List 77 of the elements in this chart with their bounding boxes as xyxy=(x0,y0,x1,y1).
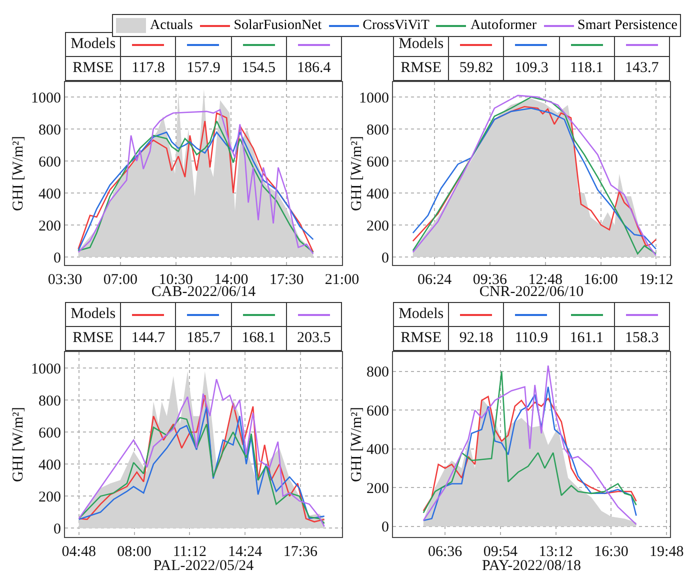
x-axis-title: PAL-2022/05/24 xyxy=(153,558,254,574)
y-tick-label: 400 xyxy=(38,186,61,202)
text: 203.5 xyxy=(286,326,342,350)
x-tick-label: 06:24 xyxy=(417,272,452,288)
x-tick-label: 09:54 xyxy=(483,544,518,560)
x-tick-label: 21:00 xyxy=(324,272,360,288)
x-tick-label: 06:36 xyxy=(428,544,463,560)
text: 186.4 xyxy=(286,56,342,80)
text: RMSE xyxy=(66,326,121,350)
y-tick-label: 200 xyxy=(366,218,389,234)
legend-label: CrossViViT xyxy=(362,18,430,34)
text: 59.82 xyxy=(448,56,504,80)
y-tick-label: 200 xyxy=(38,218,61,234)
y-tick-label: 200 xyxy=(366,480,389,497)
text: 143.7 xyxy=(614,56,670,80)
text: 92.18 xyxy=(448,326,504,350)
text: 118.1 xyxy=(559,56,614,80)
text: 161.1 xyxy=(559,326,614,350)
text: RMSE xyxy=(394,56,449,80)
y-tick-label: 800 xyxy=(366,122,389,138)
text: RMSE xyxy=(394,326,449,350)
x-tick-label: 19:12 xyxy=(639,272,674,288)
text: 185.7 xyxy=(176,326,232,350)
y-tick-label: 1000 xyxy=(31,90,61,106)
x-tick-label: 16:30 xyxy=(594,544,628,560)
text: RMSE xyxy=(66,56,121,80)
text: 168.1 xyxy=(231,326,286,350)
text: 117.8 xyxy=(120,56,176,80)
y-tick-label: 600 xyxy=(366,154,389,170)
text: Models xyxy=(394,302,449,326)
y-tick-label: 800 xyxy=(366,364,389,381)
text: 154.5 xyxy=(231,56,286,80)
x-tick-label: 07:00 xyxy=(103,272,138,288)
x-axis-title: CAB-2022/06/14 xyxy=(151,284,256,300)
y-axis-title: GHI [W/m²] xyxy=(10,136,26,211)
y-axis-title: GHI [W/m²] xyxy=(349,407,365,482)
y-tick-label: 0 xyxy=(382,250,389,266)
y-tick-label: 1000 xyxy=(31,361,61,378)
x-tick-label: 04:48 xyxy=(62,544,96,560)
x-tick-label: 19:48 xyxy=(650,544,684,560)
x-tick-label: 11:12 xyxy=(172,544,206,560)
y-tick-label: 0 xyxy=(54,250,61,266)
y-tick-label: 400 xyxy=(366,442,389,458)
x-tick-label: 13:12 xyxy=(538,544,573,560)
x-tick-label: 16:00 xyxy=(584,272,618,288)
y-tick-label: 600 xyxy=(366,403,389,420)
y-tick-label: 1000 xyxy=(359,90,389,106)
x-tick-label: 03:30 xyxy=(48,272,82,288)
x-tick-label: 17:36 xyxy=(283,544,318,560)
y-axis-title: GHI [W/m²] xyxy=(349,136,365,211)
legend-label: Smart Persistence xyxy=(578,18,678,34)
y-tick-label: 800 xyxy=(38,393,61,410)
x-axis-title: PAY-2022/08/18 xyxy=(482,558,581,574)
x-tick-label: 08:00 xyxy=(117,544,152,560)
x-axis-title: CNR-2022/06/10 xyxy=(479,284,584,300)
legend-label: SolarFusionNet xyxy=(234,18,322,34)
legend-label: Autoformer xyxy=(470,18,537,34)
text: 157.9 xyxy=(176,56,232,80)
text: Models xyxy=(66,32,121,56)
y-tick-label: 600 xyxy=(38,154,61,170)
text: 144.7 xyxy=(120,326,176,350)
legend-label: Actuals xyxy=(150,18,193,34)
y-tick-label: 400 xyxy=(366,186,389,202)
text: 158.3 xyxy=(614,326,670,350)
y-tick-label: 800 xyxy=(38,122,61,138)
x-tick-label: 17:30 xyxy=(270,272,304,288)
y-tick-label: 0 xyxy=(382,520,389,536)
y-tick-label: 400 xyxy=(38,457,61,474)
text: Models xyxy=(394,32,449,56)
text: Models xyxy=(66,302,121,326)
x-tick-label: 14:24 xyxy=(228,544,263,560)
y-tick-label: 200 xyxy=(38,489,61,506)
y-tick-label: 0 xyxy=(54,521,61,538)
y-axis-title: GHI [W/m²] xyxy=(10,407,26,482)
text: 110.9 xyxy=(504,326,560,350)
y-tick-label: 600 xyxy=(38,425,61,442)
text: 109.3 xyxy=(504,56,560,80)
